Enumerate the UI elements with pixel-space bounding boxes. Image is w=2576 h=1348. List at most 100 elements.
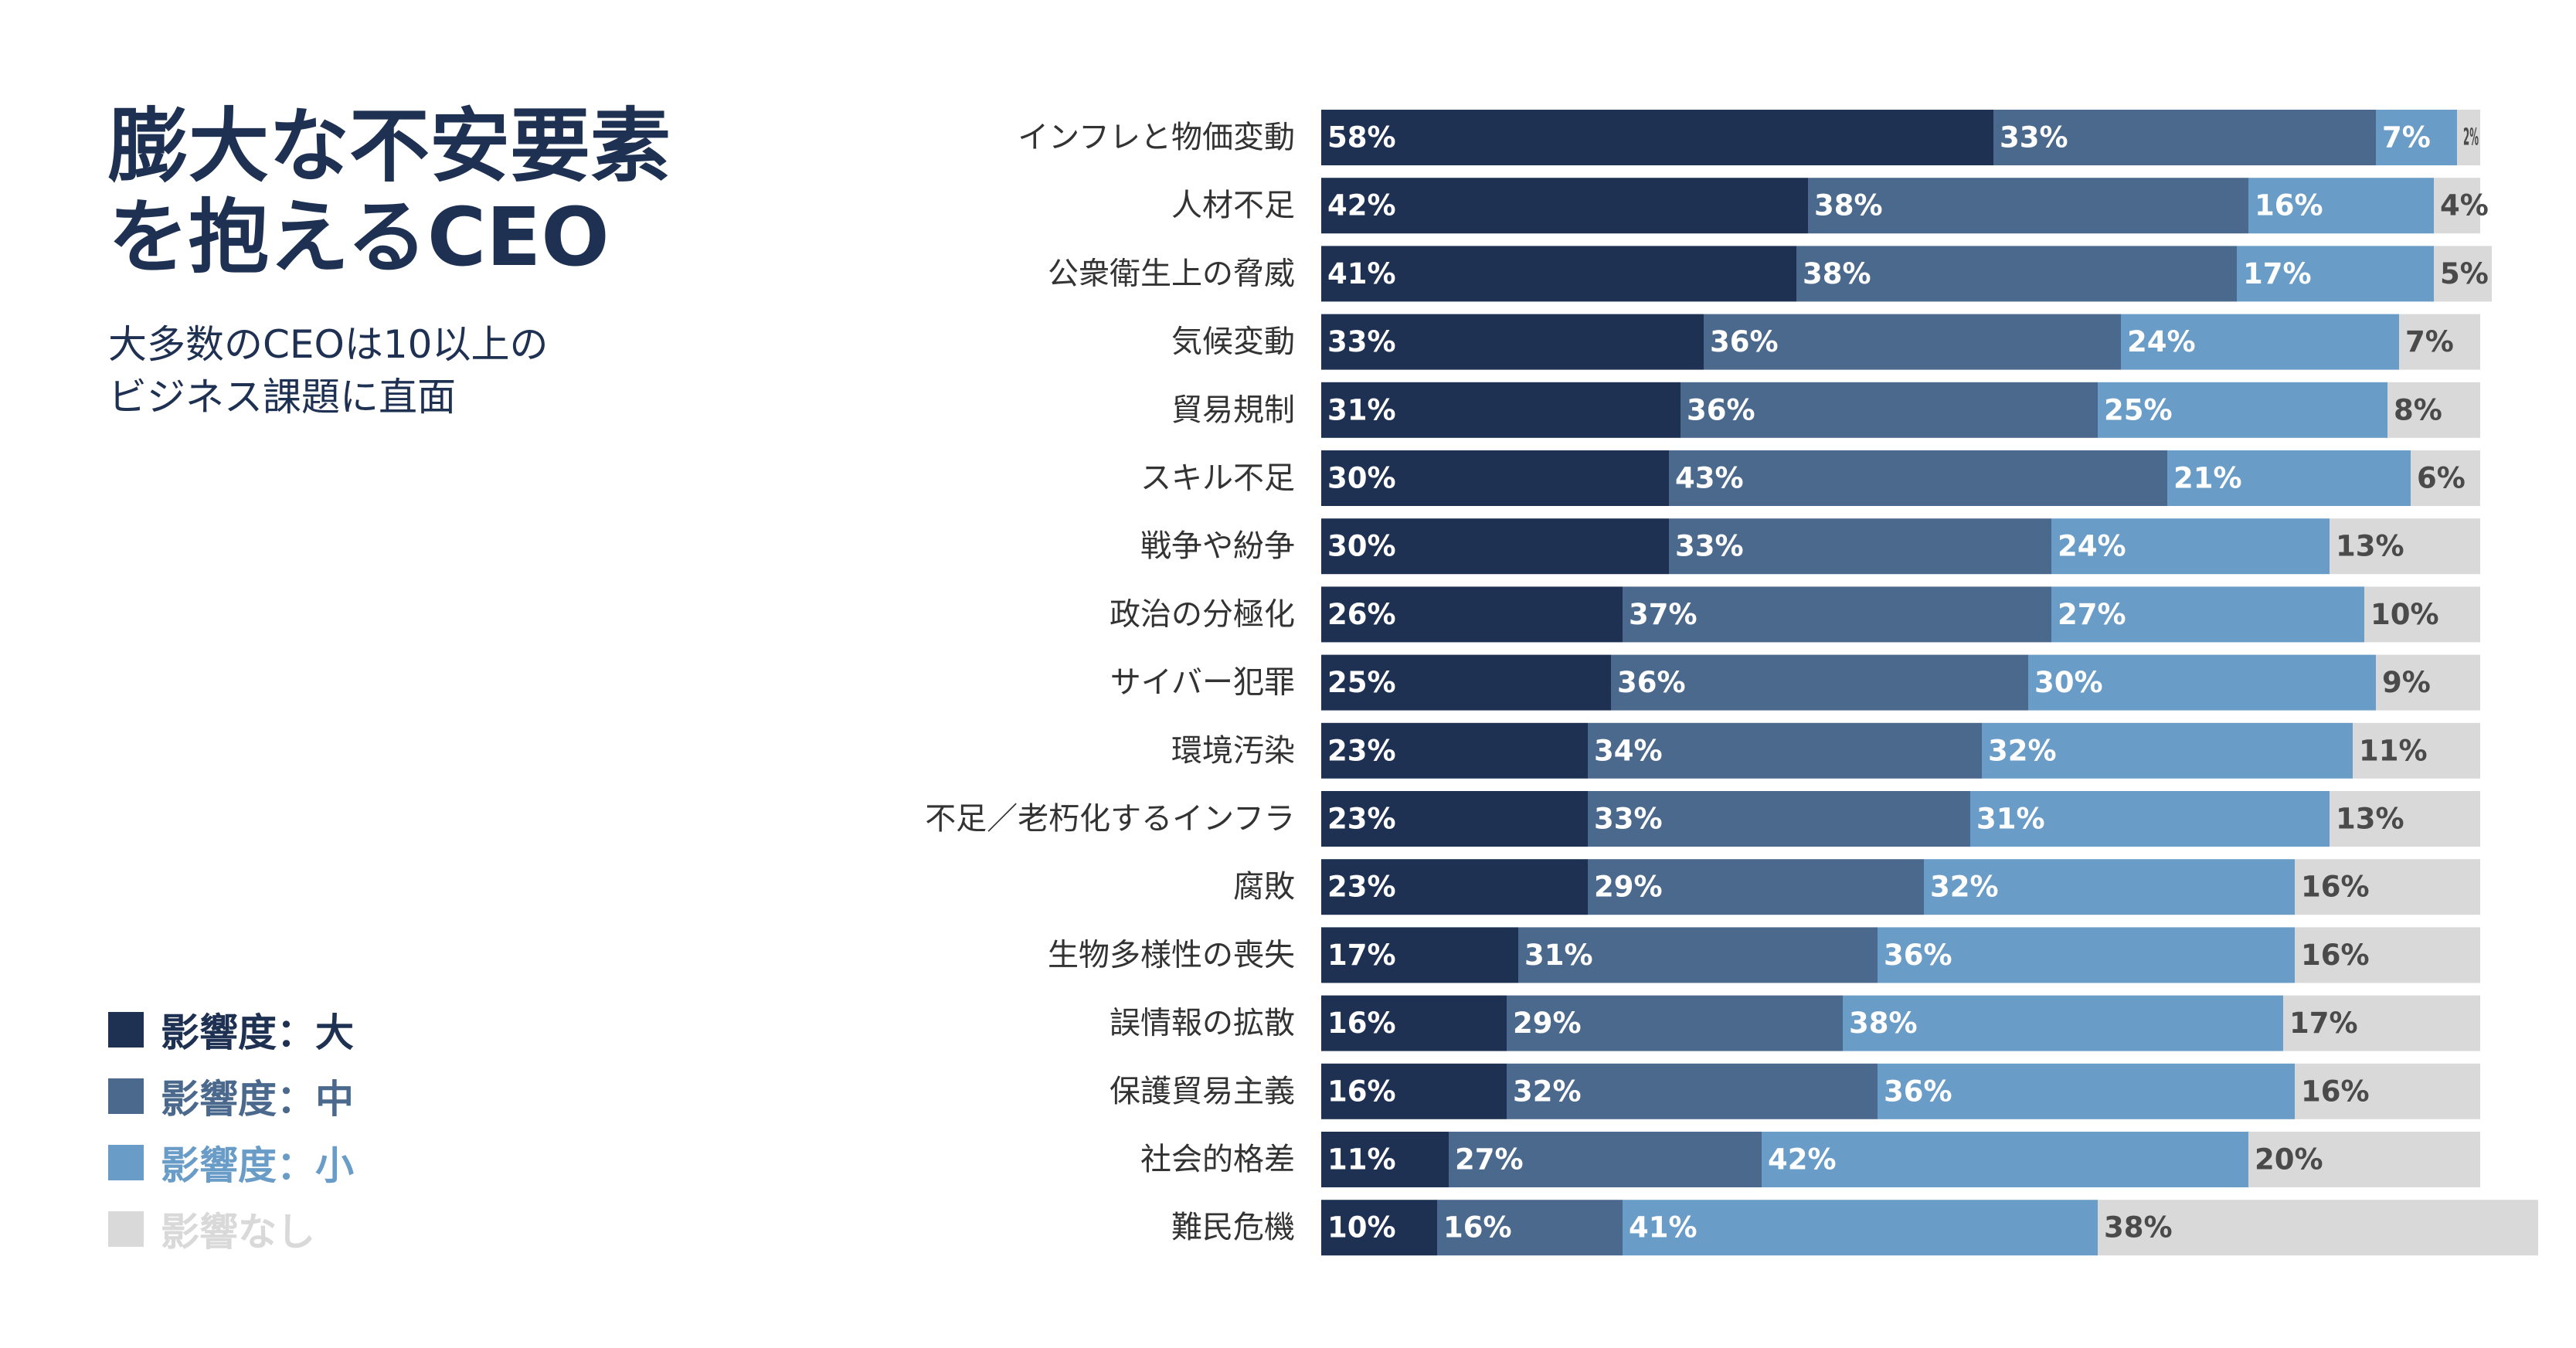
category-label: 生物多様性の喪失 <box>1048 937 1295 973</box>
bar-segment-none <box>2364 586 2480 643</box>
bar-segment-none <box>2411 450 2480 506</box>
bar-row: 難民危機 10% 16% 41% 38% <box>1171 1200 2538 1256</box>
legend-label-low: 影響度：小 <box>161 1143 354 1188</box>
data-label: 31% <box>1327 393 1396 426</box>
data-label: 37% <box>1629 598 1698 631</box>
bar-segment-low <box>1843 995 2283 1051</box>
data-label: 16% <box>2301 1075 2370 1108</box>
category-label: インフレと物価変動 <box>1018 120 1295 155</box>
data-label: 13% <box>2336 530 2404 563</box>
bar-segment-high <box>1321 314 1704 370</box>
legend-swatch-medium <box>108 1078 144 1114</box>
data-label: 24% <box>2127 325 2196 358</box>
bar-segment-low <box>1878 1063 2295 1119</box>
bar-segment-low <box>2121 314 2399 370</box>
bar-segment-low <box>1623 1200 2098 1256</box>
legend-label-none: 影響なし <box>161 1210 315 1255</box>
data-label: 41% <box>1327 257 1396 290</box>
legend-item-low: 影響度：小 <box>108 1129 354 1196</box>
data-label: 9% <box>2382 666 2431 699</box>
bar-segment-low <box>1970 791 2330 847</box>
data-label: 29% <box>1513 1007 1582 1040</box>
bar-segment-low <box>2028 654 2376 711</box>
data-label: 8% <box>2394 393 2442 426</box>
bar-segment-high <box>1321 450 1669 506</box>
bar-segment-medium <box>1681 382 2098 438</box>
bar-segment-medium <box>1518 927 1878 983</box>
data-label: 13% <box>2336 803 2404 836</box>
data-label: 42% <box>1327 189 1396 222</box>
bar-segment-none <box>2376 654 2480 711</box>
bar-segment-medium <box>1437 1200 1623 1256</box>
bar-row: 腐敗 23% 29% 32% 16% <box>1233 859 2480 915</box>
bar-segment-low <box>2248 178 2434 234</box>
data-label: 27% <box>2058 598 2126 631</box>
data-label: 38% <box>2104 1211 2173 1244</box>
data-label: 11% <box>2359 734 2428 767</box>
category-label: 戦争や紛争 <box>1140 528 1295 564</box>
data-label: 30% <box>1327 530 1396 563</box>
data-label: 33% <box>1594 803 1663 836</box>
legend-swatch-high <box>108 1012 144 1048</box>
data-label: 16% <box>1443 1211 1512 1244</box>
data-label: 2% <box>2463 124 2479 151</box>
data-label: 23% <box>1327 734 1396 767</box>
bar-segment-high <box>1321 927 1518 983</box>
page-title: 膨大な不安要素 を抱えるCEO <box>108 99 671 284</box>
category-label: 社会的格差 <box>1140 1142 1295 1177</box>
bar-row: 生物多様性の喪失 17% 31% 36% 16% <box>1048 927 2480 983</box>
bar-row: 戦争や紛争 30% 33% 24% 13% <box>1140 518 2480 575</box>
bar-segment-none <box>2330 518 2480 575</box>
category-label: 人材不足 <box>1171 188 1295 223</box>
category-label: 難民危機 <box>1171 1210 1295 1245</box>
data-label: 33% <box>2000 121 2068 154</box>
bar-segment-medium <box>1623 586 2051 643</box>
data-label: 16% <box>2255 189 2323 222</box>
data-label: 36% <box>1687 393 1755 426</box>
data-label: 11% <box>1327 1143 1396 1177</box>
legend-item-none: 影響なし <box>108 1196 354 1262</box>
data-label: 6% <box>2417 462 2466 495</box>
bar-segment-high <box>1321 586 1623 643</box>
bar-segment-medium <box>1796 246 2237 302</box>
data-label: 33% <box>1327 325 1396 358</box>
data-label: 25% <box>1327 666 1396 699</box>
category-label: 公衆衛生上の脅威 <box>1048 256 1295 291</box>
bar-segment-none <box>2399 314 2480 370</box>
data-label: 41% <box>1629 1211 1698 1244</box>
data-label: 16% <box>1327 1075 1396 1108</box>
data-label: 21% <box>2173 462 2242 495</box>
bar-segment-high <box>1321 859 1588 915</box>
bar-segment-none <box>2387 382 2480 438</box>
legend-item-medium: 影響度：中 <box>108 1063 354 1129</box>
bar-segment-low <box>2237 246 2434 302</box>
bar-segment-low <box>1924 859 2295 915</box>
bar-segment-high <box>1321 1063 1507 1119</box>
category-label: スキル不足 <box>1140 460 1295 496</box>
bar-segment-none <box>2283 995 2480 1051</box>
bar-row: 人材不足 42% 38% 16% 4% <box>1171 178 2489 234</box>
data-label: 36% <box>1884 1075 1952 1108</box>
data-label: 36% <box>1884 939 1952 972</box>
data-label: 23% <box>1327 803 1396 836</box>
bar-row: 貿易規制 31% 36% 25% 8% <box>1171 382 2480 438</box>
bar-segment-low <box>1982 722 2353 779</box>
bar-segment-medium <box>1808 178 2248 234</box>
bar-segment-low <box>2376 110 2457 165</box>
data-label: 10% <box>1327 1211 1396 1244</box>
bar-segment-medium <box>1588 722 1982 779</box>
bar-segment-high <box>1321 1200 1437 1256</box>
category-label: 不足／老朽化するインフラ <box>925 801 1295 837</box>
data-label: 24% <box>2058 530 2126 563</box>
bar-row: 社会的格差 11% 27% 42% 20% <box>1140 1132 2480 1187</box>
data-label: 17% <box>1327 939 1396 972</box>
bar-segment-medium <box>1449 1132 1762 1187</box>
bar-segment-none <box>2248 1132 2480 1187</box>
data-label: 27% <box>1455 1143 1524 1177</box>
data-label: 33% <box>1675 530 1744 563</box>
bar-segment-medium <box>1588 791 1970 847</box>
data-label: 4% <box>2440 189 2489 222</box>
bar-segment-low <box>2098 382 2387 438</box>
bar-segment-none <box>2330 791 2480 847</box>
bar-segment-high <box>1321 518 1669 575</box>
